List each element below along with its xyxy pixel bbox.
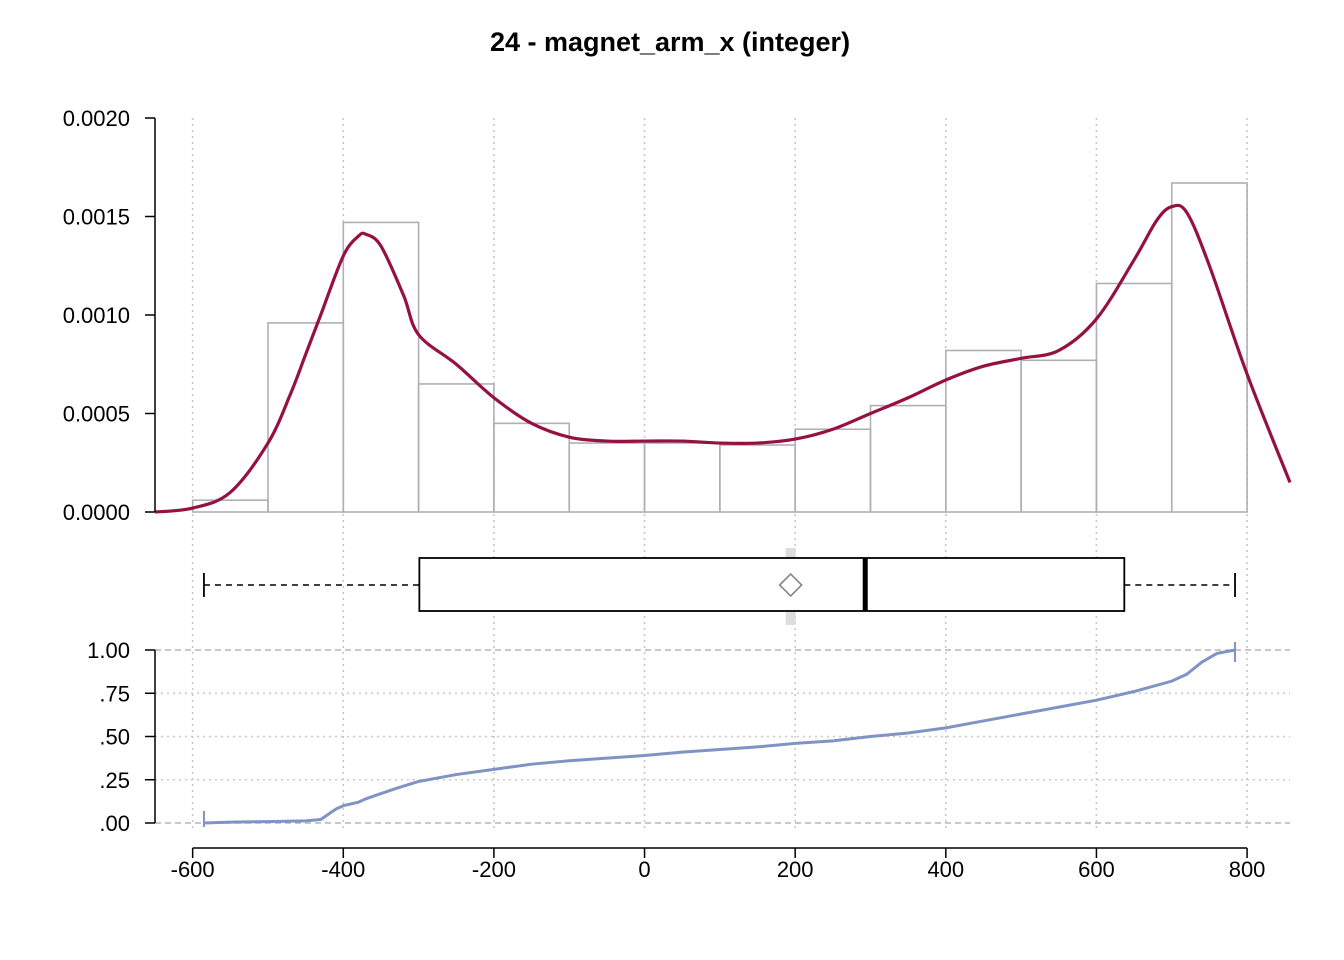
histogram-bar <box>1020 359 1098 513</box>
grid-lines <box>155 118 1290 828</box>
hist-y-tick-label: 0.0010 <box>63 303 130 328</box>
histogram-bar <box>719 444 796 513</box>
box-iqr <box>418 557 1126 612</box>
density-curve <box>154 203 1292 514</box>
mean-marker <box>778 572 803 598</box>
histogram-bar <box>568 442 646 513</box>
x-tick-label: 200 <box>777 857 814 882</box>
histogram-bar <box>869 404 947 513</box>
ecdf-y-tick-label: 1.00 <box>87 638 130 663</box>
histogram-bar <box>1095 282 1173 513</box>
histogram-bar <box>643 442 721 513</box>
boxplot <box>203 548 1236 625</box>
x-tick-label: 600 <box>1078 857 1115 882</box>
hist-y-tick-label: 0.0020 <box>63 106 130 131</box>
histogram-bar <box>493 422 571 513</box>
histogram-bar <box>342 221 420 513</box>
x-tick-label: 400 <box>927 857 964 882</box>
x-tick-label: -200 <box>472 857 516 882</box>
ecdf-y-tick-label: .50 <box>99 725 130 750</box>
ecdf-plot <box>202 642 1237 827</box>
density-line <box>154 203 1292 514</box>
hist-y-tick-label: 0.0005 <box>63 402 130 427</box>
hist-y-tick-label: 0.0000 <box>63 500 130 525</box>
ecdf-y-tick-label: .00 <box>99 811 130 836</box>
x-tick-label: 0 <box>638 857 650 882</box>
histogram-bar <box>1170 182 1248 513</box>
ecdf-line <box>203 648 1236 825</box>
histogram-bar <box>417 383 495 513</box>
axes: 0.0000 0.0005 0.0010 0.0015 0.0020 .00 .25 .50.… <box>63 106 1266 882</box>
ecdf-y-tick-label: .75 <box>99 681 130 706</box>
histogram <box>191 182 1248 513</box>
x-tick-label: 800 <box>1229 857 1266 882</box>
x-tick-label: -400 <box>321 857 365 882</box>
x-tick-label: -600 <box>171 857 215 882</box>
chart-title: 24 - magnet_arm_x (integer) <box>490 27 850 57</box>
ecdf-y-tick-label: .25 <box>99 768 130 793</box>
histogram-bar <box>794 428 872 513</box>
hist-y-tick-label: 0.0015 <box>63 205 130 230</box>
